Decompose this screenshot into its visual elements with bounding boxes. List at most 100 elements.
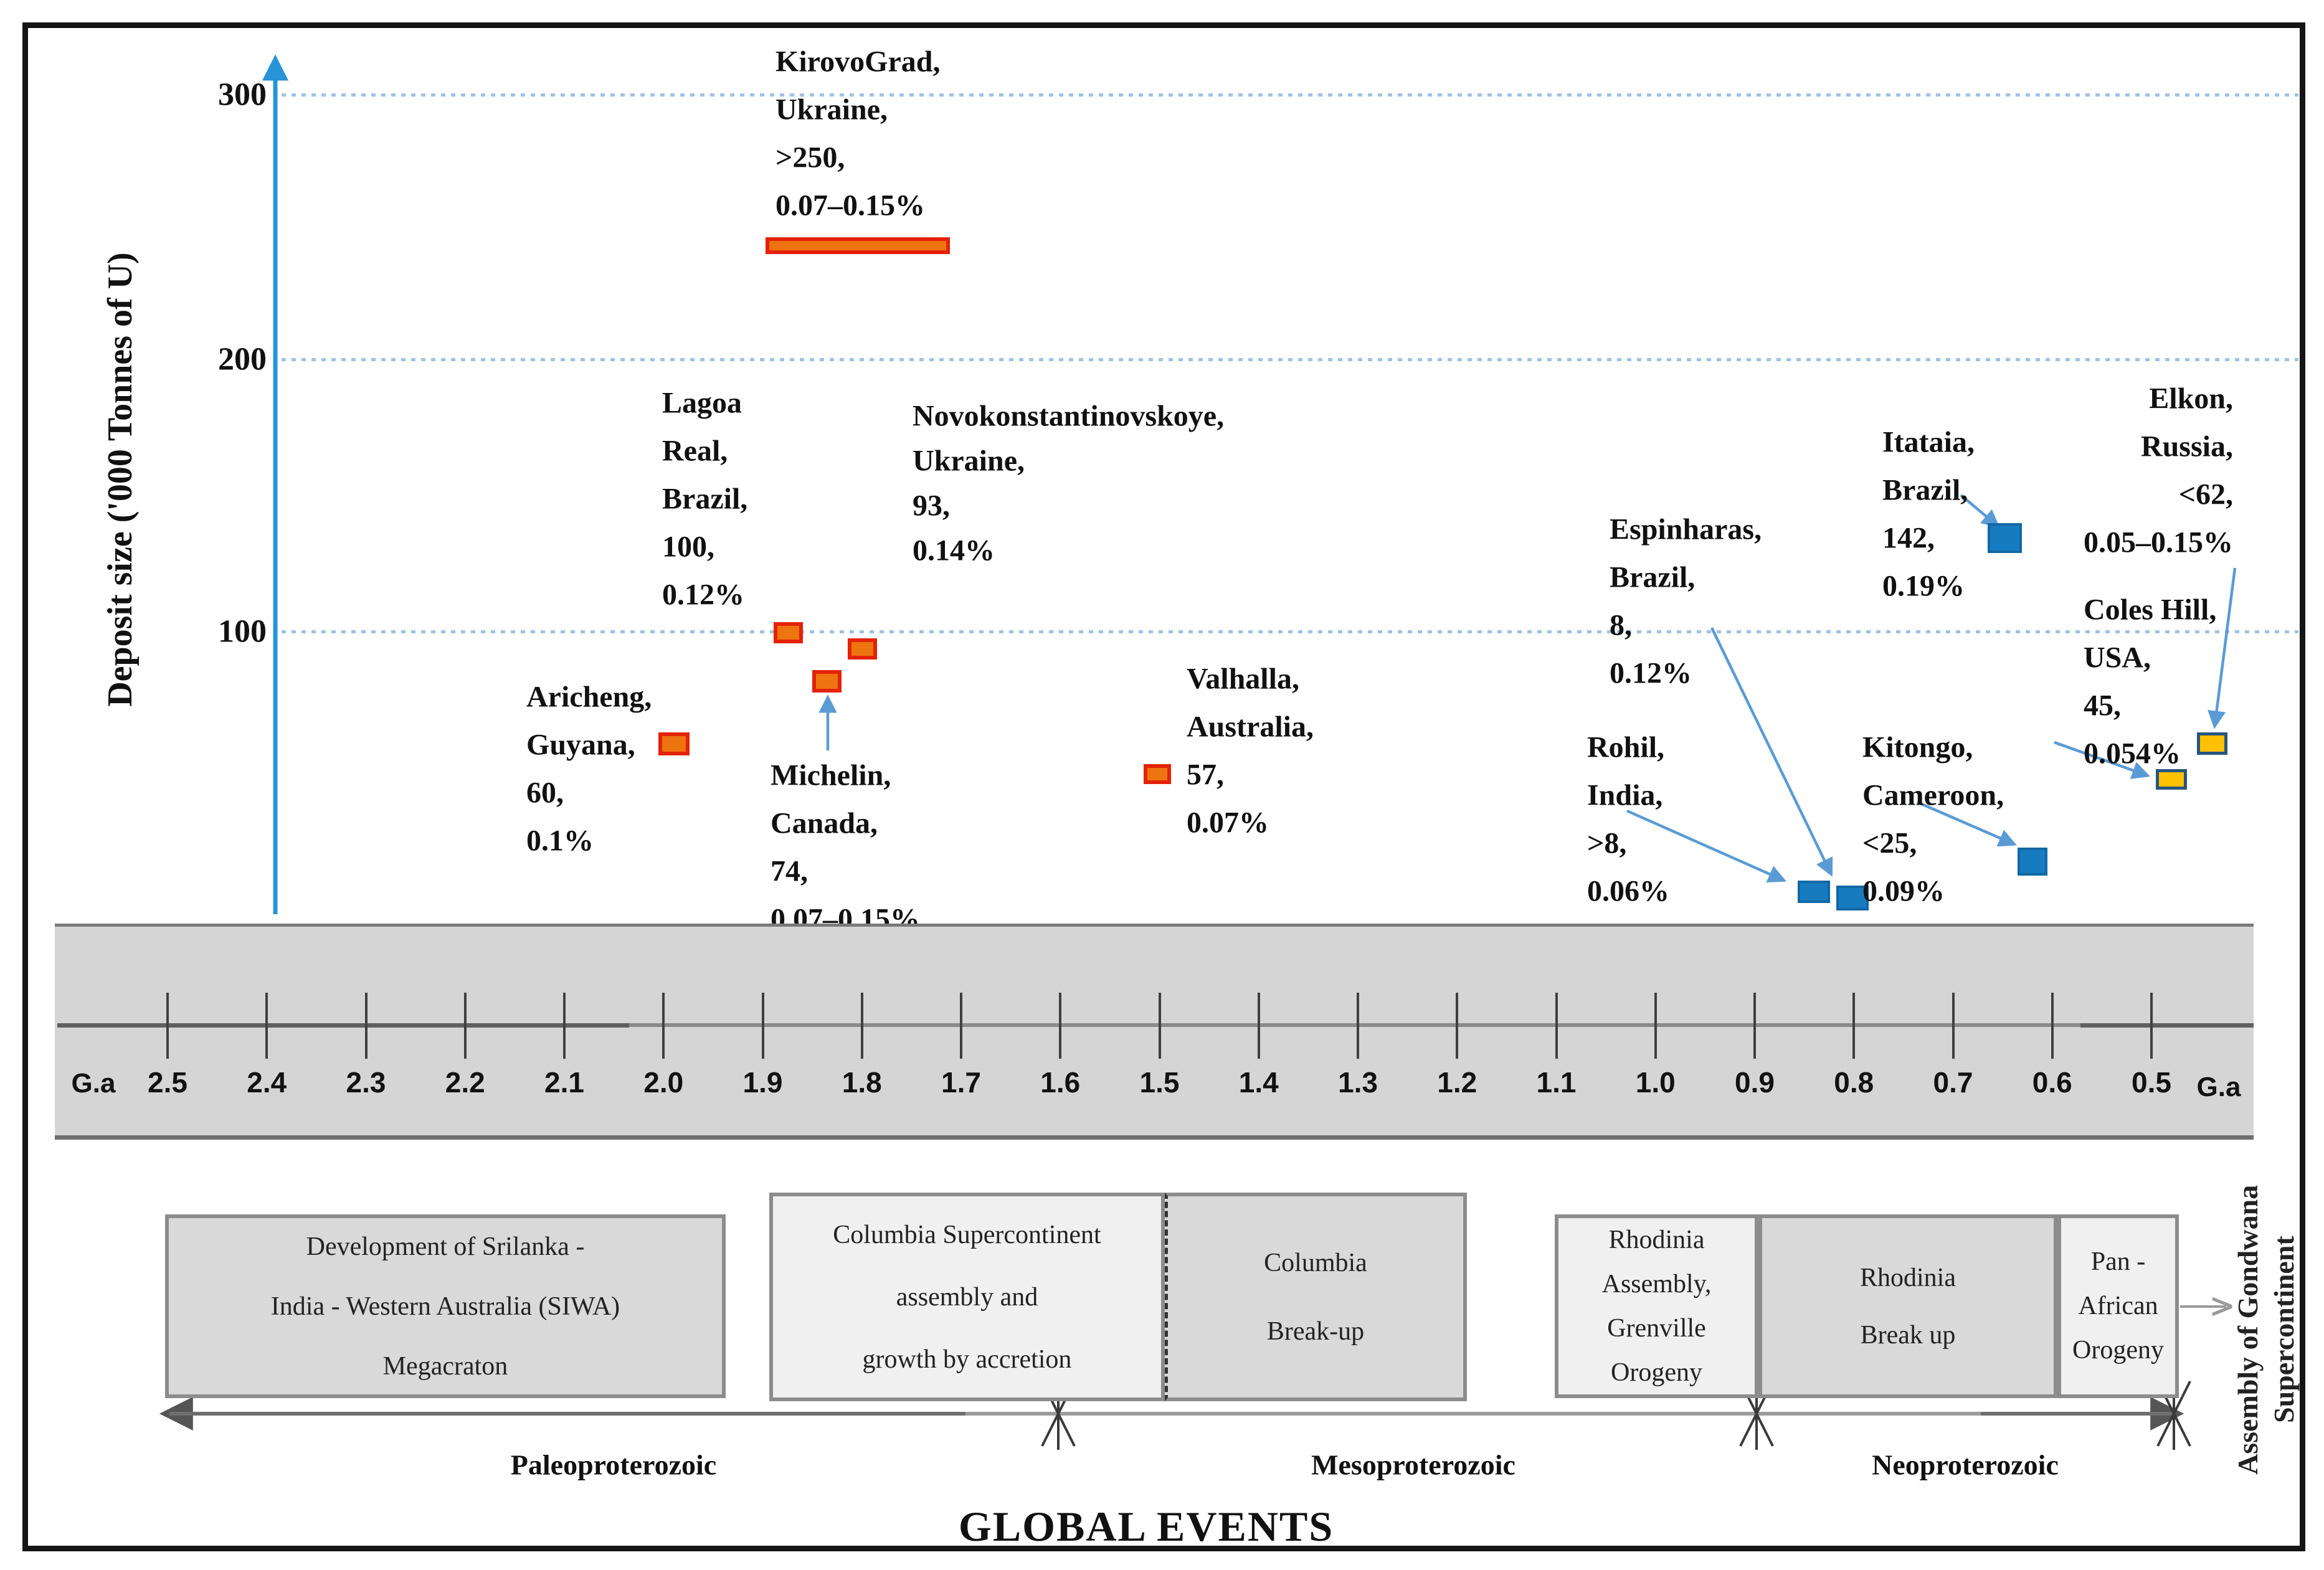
event-box-siwa-megacraton-line3: Megacraton [382,1351,508,1381]
ga-tick-label-1.3: 1.3 [1338,1066,1378,1099]
deposit-label-elkon-line2: Russia, [2140,430,2233,463]
ga-tick-label-1.8: 1.8 [842,1066,882,1099]
ga-tick-2.5 [166,993,169,1059]
ga-tick-label-1.5: 1.5 [1139,1066,1180,1099]
event-box-columbia-breakup-line2: Break-up [1266,1317,1365,1346]
deposit-label-lagoa-real-line3: Brazil, [662,482,748,516]
era-label-paleoproterozoic: Paleoproterozoic [510,1449,717,1481]
deposit-label-aricheng-line2: Guyana, [526,728,635,762]
ga-tick-1.1 [1555,993,1558,1059]
deposit-label-valhalla-line4: 0.07% [1187,806,1269,839]
ga-tick-label-1.1: 1.1 [1536,1066,1577,1099]
ga-tick-label-0.8: 0.8 [1834,1066,1874,1099]
deposit-label-coles-hill-line1: Coles Hill, [2084,593,2217,627]
deposit-label-michelin-line3: 74, [771,854,808,888]
ga-tick-0.8 [1852,993,1856,1059]
ga-unit-label-left: G.a [71,1068,116,1099]
deposit-label-rohil-line4: 0.06% [1587,874,1669,908]
deposit-label-kitongo-line4: 0.09% [1862,874,1945,908]
deposit-label-espinharas-line4: 0.12% [1610,656,1692,690]
deposit-marker-itataia [1987,523,2022,553]
event-box-columbia-breakup-line1: Columbia [1264,1248,1367,1277]
deposit-marker-aricheng [658,732,690,755]
deposit-label-lagoa-real-line1: Lagoa [662,386,742,420]
leader-arrow-to-elkon [2208,567,2237,729]
deposit-label-rohil-line2: India, [1587,778,1663,812]
deposit-label-aricheng-line4: 0.1% [526,824,594,858]
deposit-label-espinharas-line1: Espinharas, [1610,513,1762,546]
deposit-label-lagoa-real-line5: 0.12% [662,578,744,612]
deposit-label-michelin-line2: Canada, [771,806,878,840]
deposit-label-espinharas-line3: 8, [1610,608,1632,642]
deposit-marker-michelin [812,670,842,693]
ga-tick-label-2.0: 2.0 [643,1066,684,1099]
chart-title: GLOBAL EVENTS [958,1503,1334,1550]
ga-tick-1.6 [1059,993,1062,1059]
deposit-marker-elkon [2196,732,2227,755]
event-box-siwa-megacraton: Development of Srilanka - India - Western… [165,1214,726,1398]
event-box-rhodinia-assembly-line2: Assembly, [1601,1269,1712,1298]
y-tick-label-200: 200 [218,341,267,377]
deposit-label-elkon-line3: <62, [2178,478,2233,511]
deposit-label-kitongo-line1: Kitongo, [1862,731,1973,764]
ga-tick-label-2.1: 2.1 [544,1066,584,1099]
ga-tick-label-2.2: 2.2 [445,1066,485,1099]
deposit-label-aricheng-line1: Aricheng, [526,680,652,714]
leader-arrow-to-coles-hill [2054,740,2151,779]
deposit-label-itataia-line2: Brazil, [1882,473,1968,507]
ga-tick-1.5 [1158,993,1161,1059]
ga-tick-2.3 [364,993,368,1059]
deposit-marker-kirovograd [766,237,950,254]
ga-tick-1.3 [1357,993,1359,1059]
chart-frame [22,22,2305,1551]
deposit-label-valhalla-line1: Valhalla, [1187,662,1299,696]
ga-tick-2.1 [563,993,566,1059]
event-box-columbia-assembly-line1: Columbia Supercontinent [833,1220,1101,1249]
deposit-label-coles-hill-line2: USA, [2084,641,2151,674]
ga-tick-0.6 [2051,993,2054,1059]
event-box-columbia-assembly-line2: assembly and [896,1282,1038,1312]
ga-tick-label-0.6: 0.6 [2032,1066,2072,1099]
ga-tick-1.4 [1257,993,1260,1059]
deposit-label-aricheng-line3: 60, [526,776,564,810]
ga-tick-label-2.4: 2.4 [247,1066,287,1099]
event-box-columbia-assembly-line3: growth by accretion [862,1345,1072,1374]
ruler-line [57,1023,2254,1027]
deposit-marker-valhalla [1144,764,1171,784]
event-box-pan-african-orogeny-line3: Orogeny [2072,1336,2164,1364]
deposit-marker-coles-hill [2156,768,2187,790]
leader-arrow-to-rohil [1626,809,1787,883]
deposit-label-lagoa-real-line4: 100, [662,530,714,564]
ga-tick-label-2.5: 2.5 [148,1066,187,1099]
deposit-label-coles-hill-line4: 0.054% [2084,737,2181,770]
deposit-label-kirovograd-line1: KirovoGrad, [775,45,941,78]
event-box-rhodinia-assembly: Rhodinia Assembly, Grenville Orogeny [1555,1214,1758,1398]
era-label-mesoproterozoic: Mesoproterozoic [1311,1449,1515,1481]
deposit-label-itataia-line4: 0.19% [1882,569,1965,603]
event-box-rhodinia-breakup: Rhodinia Break up [1758,1214,2057,1398]
deposit-marker-rohil [1836,886,1869,910]
ruler-line-dark-segment-2 [2080,1023,2254,1028]
ga-tick-label-1.7: 1.7 [941,1066,981,1099]
ga-tick-label-1.6: 1.6 [1040,1066,1081,1099]
deposit-label-espinharas-line2: Brazil, [1610,560,1696,594]
ga-tick-1.0 [1654,993,1657,1059]
ga-tick-label-0.7: 0.7 [1933,1066,1973,1099]
deposit-label-valhalla-line2: Australia, [1187,710,1314,744]
deposit-label-kirovograd-line4: 0.07–0.15% [775,189,925,222]
event-box-columbia-breakup: Columbia Break-up [1165,1193,1467,1401]
deposit-label-kitongo-line2: Cameroon, [1862,778,2004,812]
ga-tick-label-0.5: 0.5 [2132,1066,2171,1099]
gridline-100 [282,630,2298,633]
ga-tick-label-1.4: 1.4 [1238,1066,1279,1099]
ga-tick-label-2.3: 2.3 [346,1066,386,1099]
deposit-label-novokonstantinovskoye-line3: 93, [913,489,950,523]
event-box-siwa-megacraton-line2: India - Western Australia (SIWA) [270,1292,620,1321]
deposit-marker-espinharas [1798,881,1830,903]
event-box-siwa-megacraton-line1: Development of Srilanka - [306,1232,585,1261]
ga-unit-label-right: G.a [2196,1072,2241,1102]
deposit-label-novokonstantinovskoye-line1: Novokonstantinovskoye, [913,399,1225,433]
gridline-300 [282,93,2298,97]
deposit-label-rohil-line3: >8, [1587,826,1627,860]
